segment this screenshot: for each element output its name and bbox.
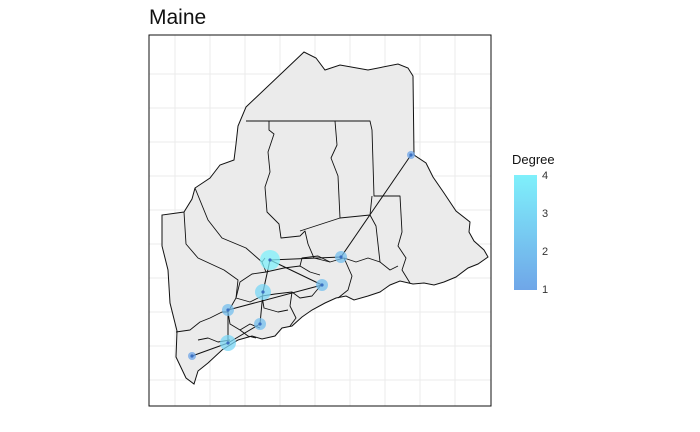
- network-edge: [269, 256, 342, 261]
- legend-colorbar: [514, 175, 537, 290]
- network-node-center: [320, 283, 324, 287]
- network-node-center: [261, 290, 265, 294]
- legend-tick-label: 1: [542, 284, 549, 296]
- panel-border: [148, 34, 492, 407]
- network-node-center: [339, 255, 343, 259]
- map-title: Maine: [149, 6, 207, 29]
- county-boundaries: [175, 120, 411, 343]
- network-node-center: [409, 153, 413, 157]
- network-nodes: [188, 151, 415, 360]
- legend-title: Degree: [512, 152, 555, 167]
- network-node-center: [190, 354, 194, 358]
- network-edge: [227, 284, 323, 311]
- network-node-center: [226, 308, 230, 312]
- network-node-center: [258, 322, 262, 326]
- state-outline: [161, 51, 489, 385]
- network-edge: [340, 154, 412, 258]
- legend-tick-label: 2: [542, 246, 549, 258]
- legend-tick-label: 3: [542, 208, 549, 220]
- network-node-center: [268, 258, 272, 262]
- network-node-center: [226, 341, 230, 345]
- legend-tick-label: 4: [542, 170, 549, 182]
